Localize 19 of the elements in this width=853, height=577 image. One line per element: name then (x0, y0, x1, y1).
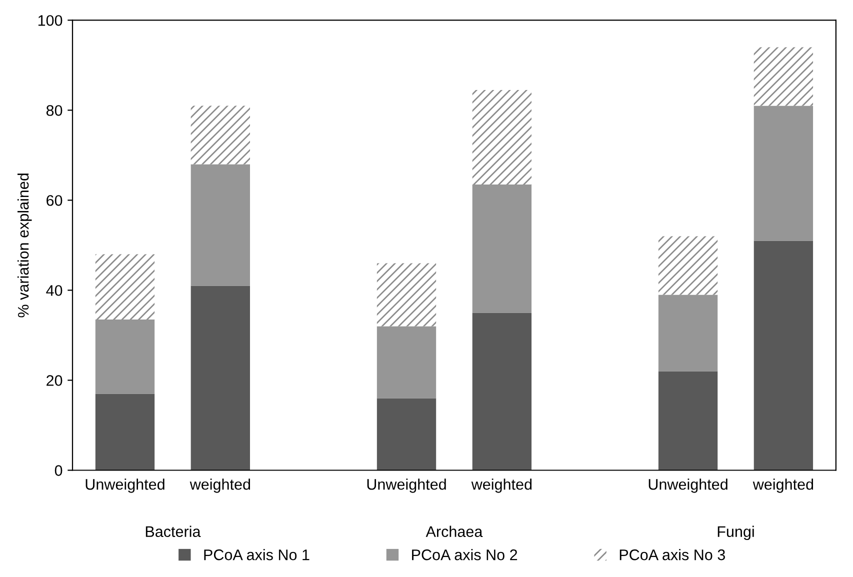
legend-label: PCoA axis No 1 (204, 549, 310, 560)
y-tick-label: 0 (54, 465, 62, 476)
y-tick-label: 20 (46, 375, 62, 386)
y-tick-label: 100 (38, 15, 62, 26)
x-tick-label: Unweighted (86, 478, 164, 493)
x-tick-label: weighted (190, 478, 250, 493)
legend-label: PCoA axis No 3 (620, 549, 725, 560)
legend-label: PCoA axis No 2 (412, 549, 518, 560)
y-tick-label: 60 (46, 195, 62, 206)
x-tick-label: Unweighted (648, 478, 728, 493)
x-tick-label: Unweighted (367, 478, 446, 493)
x-tick-label: weighted (752, 478, 814, 493)
text: Fungi (718, 526, 754, 540)
y-tick-label: 80 (46, 105, 62, 116)
y-tick-label: 40 (46, 285, 62, 296)
y-axis-title: % variation explained (18, 174, 32, 318)
x-tick-label: weighted (471, 478, 532, 493)
text: Bacteria (146, 526, 201, 538)
text: Archaea (426, 526, 483, 538)
